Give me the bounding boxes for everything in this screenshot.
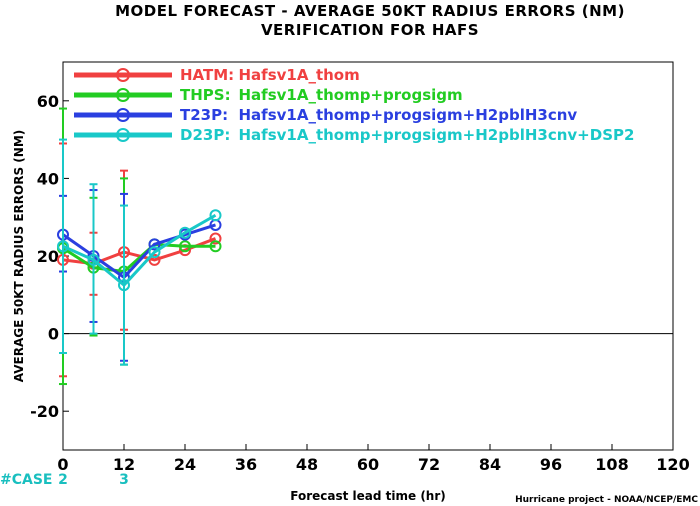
legend-swatch-marker: [116, 68, 130, 82]
data-point: [209, 240, 222, 253]
series-d23p: [57, 138, 222, 366]
data-point: [87, 253, 100, 266]
series-layer: [57, 107, 222, 386]
data-point: [148, 238, 161, 251]
data-point: [209, 209, 222, 222]
data-point: [179, 240, 191, 253]
y-tick-label: 40: [37, 169, 59, 188]
case-count: 3: [119, 472, 129, 488]
y-tick-label: -20: [30, 402, 59, 421]
legend-item: HATM: Hafsv1A_thom: [74, 66, 360, 84]
chart-title: MODEL FORECAST - AVERAGE 50KT RADIUS ERR…: [115, 2, 625, 20]
y-tick-label: 20: [37, 247, 59, 266]
y-tick-label: 60: [37, 92, 59, 111]
x-tick-label: 60: [357, 455, 379, 474]
legend-swatch-marker: [116, 108, 130, 122]
legend-desc: Hafsv1A_thomp+progsigm+H2pblH3cnv: [239, 106, 578, 124]
series-t23p: [57, 189, 222, 362]
y-axis-label: AVERAGE 50KT RADIUS ERRORS (NM): [12, 130, 26, 382]
x-tick-label: 24: [174, 455, 196, 474]
chart-subtitle: VERIFICATION FOR HAFS: [261, 21, 479, 39]
data-point: [209, 232, 222, 245]
case-label: #CASE: [0, 472, 53, 488]
data-point: [148, 246, 161, 259]
x-tick-label: 36: [235, 455, 257, 474]
x-tick-label: 0: [57, 455, 68, 474]
legend-name: HATM:: [180, 66, 234, 84]
axis-ticks: 0 12 24 36 48 60 72 84 96 108 120 -20 0 20 40 60: [30, 92, 690, 474]
legend-name: D23P:: [180, 126, 230, 144]
data-point: [57, 240, 69, 253]
legend-swatch-marker: [116, 128, 130, 142]
x-tick-label: 12: [113, 455, 135, 474]
x-axis-label: Forecast lead time (hr): [290, 489, 446, 503]
legend-item: T23P: Hafsv1A_thomp+progsigm+H2pblH3cnv: [74, 106, 577, 124]
data-point: [148, 253, 161, 266]
case-count: 2: [58, 472, 68, 488]
data-point: [179, 226, 191, 239]
legend-desc: Hafsv1A_thomp+progsigm+H2pblH3cnv+DSP2: [239, 126, 635, 144]
legend-desc: Hafsv1A_thomp+progsigm: [239, 86, 463, 104]
x-tick-label: 84: [479, 455, 501, 474]
credit-text: Hurricane project - NOAA/NCEP/EMC: [515, 495, 698, 505]
legend-name: THPS:: [180, 86, 231, 104]
series-thps: [57, 107, 222, 386]
x-tick-label: 72: [418, 455, 440, 474]
y-tick-label: 0: [48, 325, 59, 344]
x-tick-label: 48: [296, 455, 318, 474]
legend-swatch-marker: [116, 88, 130, 102]
data-point: [118, 279, 130, 292]
x-tick-label: 96: [540, 455, 562, 474]
x-tick-label: 120: [656, 455, 689, 474]
legend: HATM: Hafsv1A_thom THPS: Hafsv1A_thomp+prog…: [74, 66, 634, 144]
legend-name: T23P:: [180, 106, 228, 124]
x-tick-label: 108: [595, 455, 628, 474]
legend-item: THPS: Hafsv1A_thomp+progsigm: [74, 86, 463, 104]
legend-desc: Hafsv1A_thom: [239, 66, 360, 84]
legend-item: D23P: Hafsv1A_thomp+progsigm+H2pblH3cnv+D…: [74, 126, 634, 144]
